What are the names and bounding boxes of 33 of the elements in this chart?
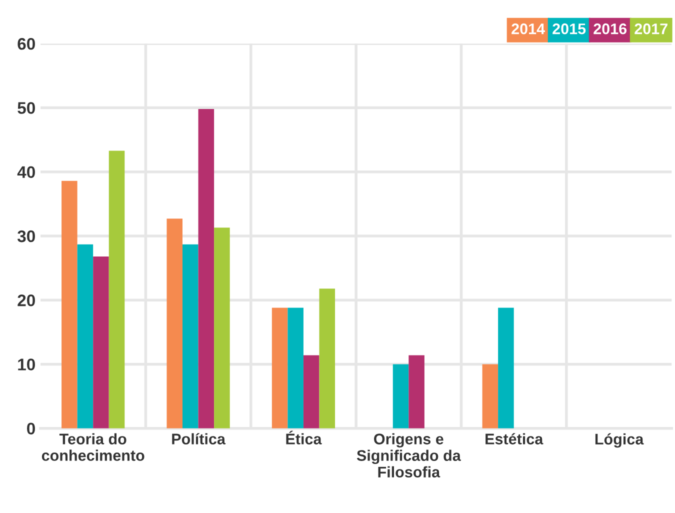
bar [482, 364, 498, 428]
bar [408, 355, 424, 428]
text: 2014 [512, 23, 545, 34]
x-tick-label: Ética [286, 430, 322, 444]
x-tick-label: Origens e Significado da Filosofia [356, 433, 461, 478]
bar [108, 150, 125, 428]
bar [392, 364, 409, 428]
x-tick-label: Lógica [595, 433, 644, 448]
x-tick-label: Estética [486, 433, 544, 444]
bar [214, 228, 230, 428]
text: 2017 [634, 23, 668, 34]
bar [272, 308, 288, 428]
text: 2016 [594, 23, 627, 34]
bar [62, 180, 78, 428]
bar [198, 109, 214, 428]
bar [166, 218, 183, 428]
x-tick-label: Teoria do conhecimento [42, 433, 144, 461]
bar [182, 244, 198, 428]
text: 2015 [552, 23, 586, 34]
y-tick-label: 60 [18, 38, 35, 50]
bar [498, 308, 514, 428]
y-tick-label: 10 [18, 358, 35, 370]
bar [93, 256, 109, 428]
y-tick-label: 20 [18, 294, 35, 306]
bar [77, 244, 94, 428]
y-tick-label: 50 [18, 102, 35, 114]
bar [319, 288, 336, 428]
y-tick-label: 40 [17, 166, 35, 178]
bar [288, 308, 304, 428]
y-tick-label: 30 [17, 230, 35, 242]
bar [303, 355, 320, 428]
y-tick-label: 0 [27, 422, 35, 435]
x-tick-label: Política [172, 433, 226, 444]
